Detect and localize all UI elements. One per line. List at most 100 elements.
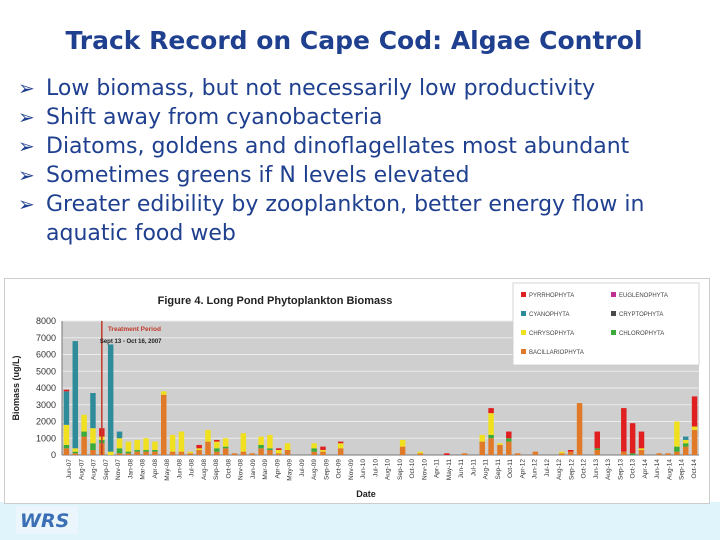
- bar-segment: [116, 431, 123, 439]
- arrow-bullet-icon: ➢: [18, 163, 35, 187]
- bar-segment: [125, 453, 132, 455]
- bullet-text: Sometimes greens if N levels elevated: [46, 163, 470, 188]
- logo-text: WRS: [20, 510, 69, 532]
- legend-swatch: [521, 349, 526, 354]
- bar-segment: [276, 449, 282, 454]
- arrow-bullet-icon: ➢: [18, 192, 35, 216]
- legend-box: [512, 282, 700, 366]
- bar-segment: [63, 389, 70, 392]
- bar-segment: [417, 453, 424, 455]
- bar-segment: [143, 449, 149, 452]
- bar-segment: [107, 451, 114, 455]
- bullet-list: ➢ Low biomass, but not necessarily low pr…: [18, 74, 698, 248]
- x-tick-label: Aug-09: [311, 459, 318, 480]
- bar-segment: [284, 449, 291, 455]
- x-tick-label: Oct-08: [225, 459, 232, 479]
- bar-segment: [691, 396, 698, 427]
- bar-segment: [559, 451, 565, 454]
- bar-segment: [417, 451, 424, 454]
- bar-segment: [479, 434, 485, 442]
- bar-segment: [214, 439, 220, 442]
- bar-segment: [461, 453, 468, 455]
- bar-segment: [63, 444, 70, 449]
- legend-label: CYANOPHYTA: [529, 312, 569, 318]
- bar-segment: [178, 431, 185, 452]
- bar-segment: [320, 449, 326, 452]
- x-tick-label: Sep-12: [568, 459, 575, 480]
- bar-segment: [107, 344, 114, 452]
- x-axis-title: Date: [356, 489, 376, 499]
- x-tick-label: Oct-09: [336, 459, 343, 479]
- legend-label: PYRRHOPHYTA: [529, 293, 574, 299]
- bar-segment: [196, 444, 202, 449]
- bar-segment: [621, 408, 627, 452]
- x-tick-label: Sep-11: [495, 459, 502, 480]
- bar-segment: [267, 448, 273, 450]
- bar-segment: [674, 446, 680, 452]
- bar-segment: [63, 391, 70, 425]
- chart-title: Figure 4. Long Pond Phytoplankton Biomas…: [158, 295, 393, 307]
- bar-segment: [169, 434, 176, 452]
- bar-segment: [196, 448, 202, 450]
- bar-segment: [134, 449, 140, 452]
- bullet-item: ➢ Shift away from cyanobacteria: [18, 103, 698, 132]
- bullet-item: ➢ Greater edibility by zooplankton, bette…: [18, 190, 698, 248]
- logo-background: [16, 506, 78, 534]
- legend-swatch: [521, 330, 526, 335]
- bar-segment: [691, 429, 698, 455]
- bar-segment: [81, 414, 87, 432]
- x-tick-label: Jun-10: [360, 459, 367, 479]
- bar-segment: [72, 451, 79, 454]
- bar-segment: [116, 448, 123, 454]
- bar-segment: [576, 403, 583, 455]
- bullet-item: ➢ Sometimes greens if N levels elevated: [18, 161, 698, 190]
- bar-segment: [143, 451, 149, 455]
- bar-segment: [134, 439, 140, 450]
- bar-segment: [337, 448, 344, 455]
- x-tick-label: May-11: [446, 459, 453, 481]
- x-tick-label: Jan-08: [127, 459, 134, 479]
- bar-segment: [682, 446, 689, 455]
- legend-label: BACILLARIOPHYTA: [529, 350, 584, 356]
- bar-segment: [311, 448, 317, 452]
- x-tick-label: Oct-13: [630, 459, 637, 479]
- bar-segment: [497, 444, 503, 455]
- y-axis-title: Biomass (ug/L): [11, 355, 21, 420]
- wrs-logo: WRS: [16, 506, 78, 534]
- bar-segment: [231, 453, 238, 455]
- bullet-text: Shift away from cyanobacteria: [46, 105, 383, 130]
- bar-segment: [594, 448, 600, 450]
- x-tick-label: Jun-07: [66, 459, 73, 479]
- x-tick-label: Aug-07: [78, 459, 85, 480]
- x-tick-label: Oct-10: [409, 459, 416, 479]
- bar-segment: [629, 453, 636, 455]
- bar-segment: [629, 423, 636, 454]
- bar-segment: [143, 438, 149, 450]
- bar-segment: [638, 448, 645, 450]
- bar-segment: [258, 444, 264, 449]
- bar-segment: [152, 449, 158, 452]
- arrow-bullet-icon: ➢: [18, 134, 35, 158]
- bullet-item: ➢ Diatoms, goldens and dinoflagellates mo…: [18, 132, 698, 161]
- bar-segment: [638, 449, 645, 455]
- x-tick-label: Aug-08: [201, 459, 208, 480]
- x-tick-label: Apr-09: [274, 459, 281, 479]
- x-tick-label: Sep-10: [397, 459, 404, 480]
- bar-segment: [674, 421, 680, 447]
- bar-segment: [222, 448, 229, 455]
- x-tick-label: Oct-12: [581, 459, 588, 479]
- x-tick-label: Apr-08: [152, 459, 159, 479]
- x-tick-label: Apr-14: [642, 459, 649, 479]
- x-tick-label: Aug-14: [666, 459, 673, 480]
- bar-segment: [90, 393, 96, 429]
- x-tick-label: Jul-08: [189, 459, 196, 477]
- bar-segment: [161, 391, 167, 395]
- x-tick-label: Aug-07: [91, 459, 98, 480]
- x-tick-label: Nov-09: [348, 459, 355, 480]
- x-tick-label: Apr-12: [519, 459, 526, 479]
- x-tick-label: May-09: [287, 459, 294, 481]
- bar-segment: [214, 441, 220, 449]
- legend-swatch: [521, 292, 526, 297]
- bar-segment: [506, 431, 512, 439]
- x-tick-label: Aug-10: [385, 459, 392, 480]
